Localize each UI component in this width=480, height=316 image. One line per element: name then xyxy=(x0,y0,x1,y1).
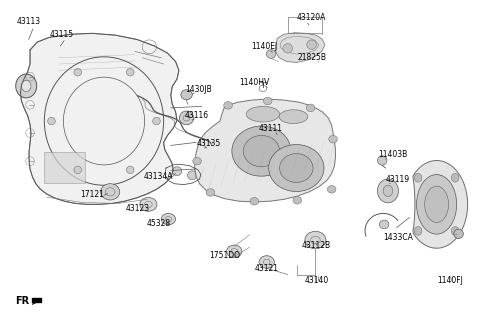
Ellipse shape xyxy=(153,117,160,125)
Text: 43121: 43121 xyxy=(254,264,278,273)
Ellipse shape xyxy=(414,227,422,235)
Text: 45328: 45328 xyxy=(147,219,171,228)
Ellipse shape xyxy=(451,227,459,235)
Ellipse shape xyxy=(269,144,324,191)
Text: 21825B: 21825B xyxy=(297,53,326,62)
Ellipse shape xyxy=(279,110,308,124)
Ellipse shape xyxy=(16,74,36,98)
Text: 43120A: 43120A xyxy=(297,13,326,22)
Ellipse shape xyxy=(188,171,197,179)
Ellipse shape xyxy=(232,126,291,176)
Ellipse shape xyxy=(206,189,215,196)
Ellipse shape xyxy=(329,136,337,143)
Ellipse shape xyxy=(307,40,316,49)
Text: FR: FR xyxy=(15,295,29,306)
Ellipse shape xyxy=(264,97,272,105)
Ellipse shape xyxy=(306,104,315,112)
Text: 1140HV: 1140HV xyxy=(239,78,269,87)
Ellipse shape xyxy=(181,90,192,100)
Ellipse shape xyxy=(161,213,176,225)
Polygon shape xyxy=(413,161,468,248)
Text: 43135: 43135 xyxy=(197,139,221,149)
Polygon shape xyxy=(33,298,40,302)
Text: 1433CA: 1433CA xyxy=(383,234,413,242)
Text: 17121: 17121 xyxy=(80,190,104,198)
Ellipse shape xyxy=(305,231,326,249)
Text: 43111: 43111 xyxy=(259,124,283,133)
Ellipse shape xyxy=(74,69,82,76)
Text: 11403B: 11403B xyxy=(378,150,408,159)
Ellipse shape xyxy=(74,166,82,173)
Text: 1751DO: 1751DO xyxy=(209,251,240,260)
Ellipse shape xyxy=(283,44,292,53)
Text: 43113: 43113 xyxy=(17,17,41,26)
Ellipse shape xyxy=(250,198,259,205)
Text: 1430JB: 1430JB xyxy=(185,85,212,94)
Ellipse shape xyxy=(172,167,182,176)
Text: 43112B: 43112B xyxy=(302,240,331,250)
Ellipse shape xyxy=(259,256,275,268)
Ellipse shape xyxy=(224,102,232,109)
Ellipse shape xyxy=(246,106,280,122)
Ellipse shape xyxy=(454,229,463,239)
Ellipse shape xyxy=(377,179,398,203)
Text: 43116: 43116 xyxy=(185,111,209,120)
Ellipse shape xyxy=(126,69,134,76)
Polygon shape xyxy=(44,152,85,183)
Ellipse shape xyxy=(48,117,55,125)
Ellipse shape xyxy=(243,136,280,167)
Ellipse shape xyxy=(227,245,242,258)
Polygon shape xyxy=(195,99,336,202)
Ellipse shape xyxy=(140,198,157,211)
Ellipse shape xyxy=(22,80,31,92)
Text: 43123: 43123 xyxy=(125,204,149,213)
Text: 43134A: 43134A xyxy=(144,172,174,181)
Ellipse shape xyxy=(379,220,389,229)
Ellipse shape xyxy=(180,111,194,125)
Ellipse shape xyxy=(126,166,134,173)
Ellipse shape xyxy=(425,186,448,222)
Text: 43119: 43119 xyxy=(385,175,409,185)
Ellipse shape xyxy=(101,184,120,200)
Text: 43140: 43140 xyxy=(304,276,328,285)
Text: 1140EJ: 1140EJ xyxy=(251,42,277,51)
Ellipse shape xyxy=(377,156,387,165)
Ellipse shape xyxy=(451,173,459,182)
Ellipse shape xyxy=(417,175,456,234)
Polygon shape xyxy=(276,33,325,63)
Ellipse shape xyxy=(193,157,201,165)
Ellipse shape xyxy=(327,185,336,193)
Ellipse shape xyxy=(414,173,422,182)
Text: 1140FJ: 1140FJ xyxy=(437,276,463,285)
Ellipse shape xyxy=(266,50,276,58)
Ellipse shape xyxy=(293,197,301,204)
Text: 43115: 43115 xyxy=(50,30,74,39)
Ellipse shape xyxy=(280,154,313,182)
Ellipse shape xyxy=(383,185,393,197)
Polygon shape xyxy=(21,33,179,204)
